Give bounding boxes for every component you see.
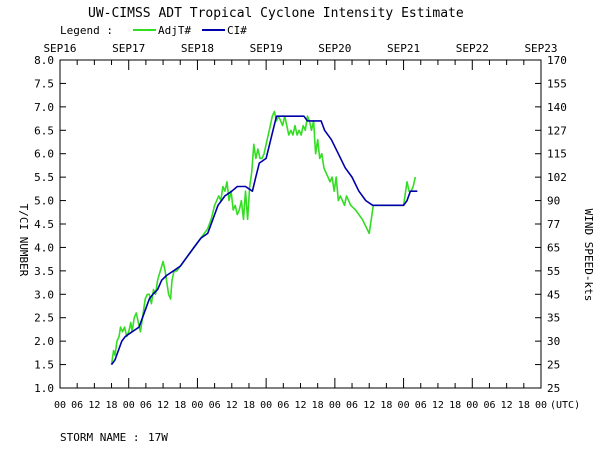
y2-tick-label: 55 bbox=[547, 265, 560, 278]
y-tick-label: 6.0 bbox=[34, 148, 54, 161]
y2-axis-label: WIND SPEED-kts bbox=[582, 209, 595, 302]
series-group bbox=[110, 110, 418, 366]
chart-title: UW-CIMSS ADT Tropical Cyclone Intensity … bbox=[88, 6, 464, 21]
date-label: SEP18 bbox=[181, 42, 214, 55]
series-line-adjt bbox=[110, 110, 417, 365]
x-hour-label: 12 bbox=[432, 400, 444, 411]
date-label: SEP20 bbox=[318, 42, 351, 55]
date-label: SEP22 bbox=[456, 42, 489, 55]
y2-tick-label: 102 bbox=[547, 171, 567, 184]
y-tick-label: 3.0 bbox=[34, 288, 54, 301]
x-hour-label: 12 bbox=[226, 400, 238, 411]
x-hour-label: 06 bbox=[277, 400, 289, 411]
y-tick-label: 2.0 bbox=[34, 335, 54, 348]
storm-name-value: 17W bbox=[148, 431, 168, 444]
y-tick-label: 2.5 bbox=[34, 312, 54, 325]
legend-adjt-label: AdjT# bbox=[158, 24, 191, 37]
y2-tick-label: 25 bbox=[547, 359, 560, 372]
x-hour-label: 18 bbox=[380, 400, 392, 411]
x-hour-label: 18 bbox=[243, 400, 255, 411]
x-hour-label: 06 bbox=[209, 400, 221, 411]
date-label: SEP23 bbox=[524, 42, 557, 55]
y-tick-label: 4.5 bbox=[34, 218, 54, 231]
y2-tick-label: 35 bbox=[547, 312, 560, 325]
x-hour-label: 06 bbox=[140, 400, 152, 411]
y-tick-label: 7.0 bbox=[34, 101, 54, 114]
x-unit-label: (UTC) bbox=[550, 400, 580, 411]
y-tick-label: 6.5 bbox=[34, 124, 54, 137]
x-hour-label: 00 bbox=[329, 400, 341, 411]
x-hour-label: 18 bbox=[174, 400, 186, 411]
y-tick-label: 4.0 bbox=[34, 241, 54, 254]
date-label: SEP21 bbox=[387, 42, 420, 55]
x-hour-label: 00 bbox=[466, 400, 478, 411]
y2-tick-label: 140 bbox=[547, 101, 567, 114]
x-hour-label: 18 bbox=[518, 400, 530, 411]
x-hour-label: 18 bbox=[106, 400, 118, 411]
series-line-ci bbox=[110, 115, 418, 366]
x-hour-label: 00 bbox=[535, 400, 547, 411]
x-hour-label: 18 bbox=[449, 400, 461, 411]
y2-tick-label: 30 bbox=[547, 335, 560, 348]
y2-tick-label: 115 bbox=[547, 148, 567, 161]
legend-label: Legend : bbox=[60, 24, 113, 37]
x-hour-label: 00 bbox=[54, 400, 66, 411]
y-tick-label: 1.5 bbox=[34, 359, 54, 372]
x-hour-label: 06 bbox=[415, 400, 427, 411]
x-hour-label: 18 bbox=[312, 400, 324, 411]
y2-tick-label: 25 bbox=[547, 382, 560, 395]
x-hour-label: 00 bbox=[123, 400, 135, 411]
x-hour-label: 00 bbox=[191, 400, 203, 411]
y2-tick-label: 45 bbox=[547, 288, 560, 301]
y2-tick-label: 90 bbox=[547, 195, 560, 208]
y-tick-label: 3.5 bbox=[34, 265, 54, 278]
y-tick-label: 1.0 bbox=[34, 382, 54, 395]
x-hour-label: 12 bbox=[88, 400, 100, 411]
y-tick-label: 8.0 bbox=[34, 54, 54, 67]
x-hour-label: 12 bbox=[363, 400, 375, 411]
y-tick-label: 7.5 bbox=[34, 77, 54, 90]
x-hour-label: 12 bbox=[501, 400, 513, 411]
y-axis-label: T/CI NUMBER bbox=[17, 204, 30, 277]
y-tick-label: 5.5 bbox=[34, 171, 54, 184]
y2-tick-label: 170 bbox=[547, 54, 567, 67]
y2-tick-label: 65 bbox=[547, 241, 560, 254]
date-label: SEP17 bbox=[112, 42, 145, 55]
storm-name-label: STORM NAME : bbox=[60, 431, 139, 444]
y-tick-label: 5.0 bbox=[34, 195, 54, 208]
x-hour-label: 12 bbox=[294, 400, 306, 411]
x-hour-label: 06 bbox=[71, 400, 83, 411]
x-hour-label: 06 bbox=[483, 400, 495, 411]
y2-tick-label: 155 bbox=[547, 77, 567, 90]
y2-tick-label: 77 bbox=[547, 218, 560, 231]
x-hour-label: 00 bbox=[398, 400, 410, 411]
plot-frame bbox=[59, 59, 542, 389]
axis-tick-labels: 1.0 25 1.5 25 2.0 30 2.5 35 3.0 45 3.5 55 4.0 65 4.5 77… bbox=[34, 42, 580, 411]
date-label: SEP19 bbox=[250, 42, 283, 55]
axis-ticks bbox=[59, 59, 542, 389]
legend-ci-label: CI# bbox=[227, 24, 247, 37]
x-hour-label: 12 bbox=[157, 400, 169, 411]
date-label: SEP16 bbox=[43, 42, 76, 55]
x-hour-label: 00 bbox=[260, 400, 272, 411]
x-hour-label: 06 bbox=[346, 400, 358, 411]
y2-tick-label: 127 bbox=[547, 124, 567, 137]
legend: AdjT# CI# bbox=[133, 24, 247, 37]
